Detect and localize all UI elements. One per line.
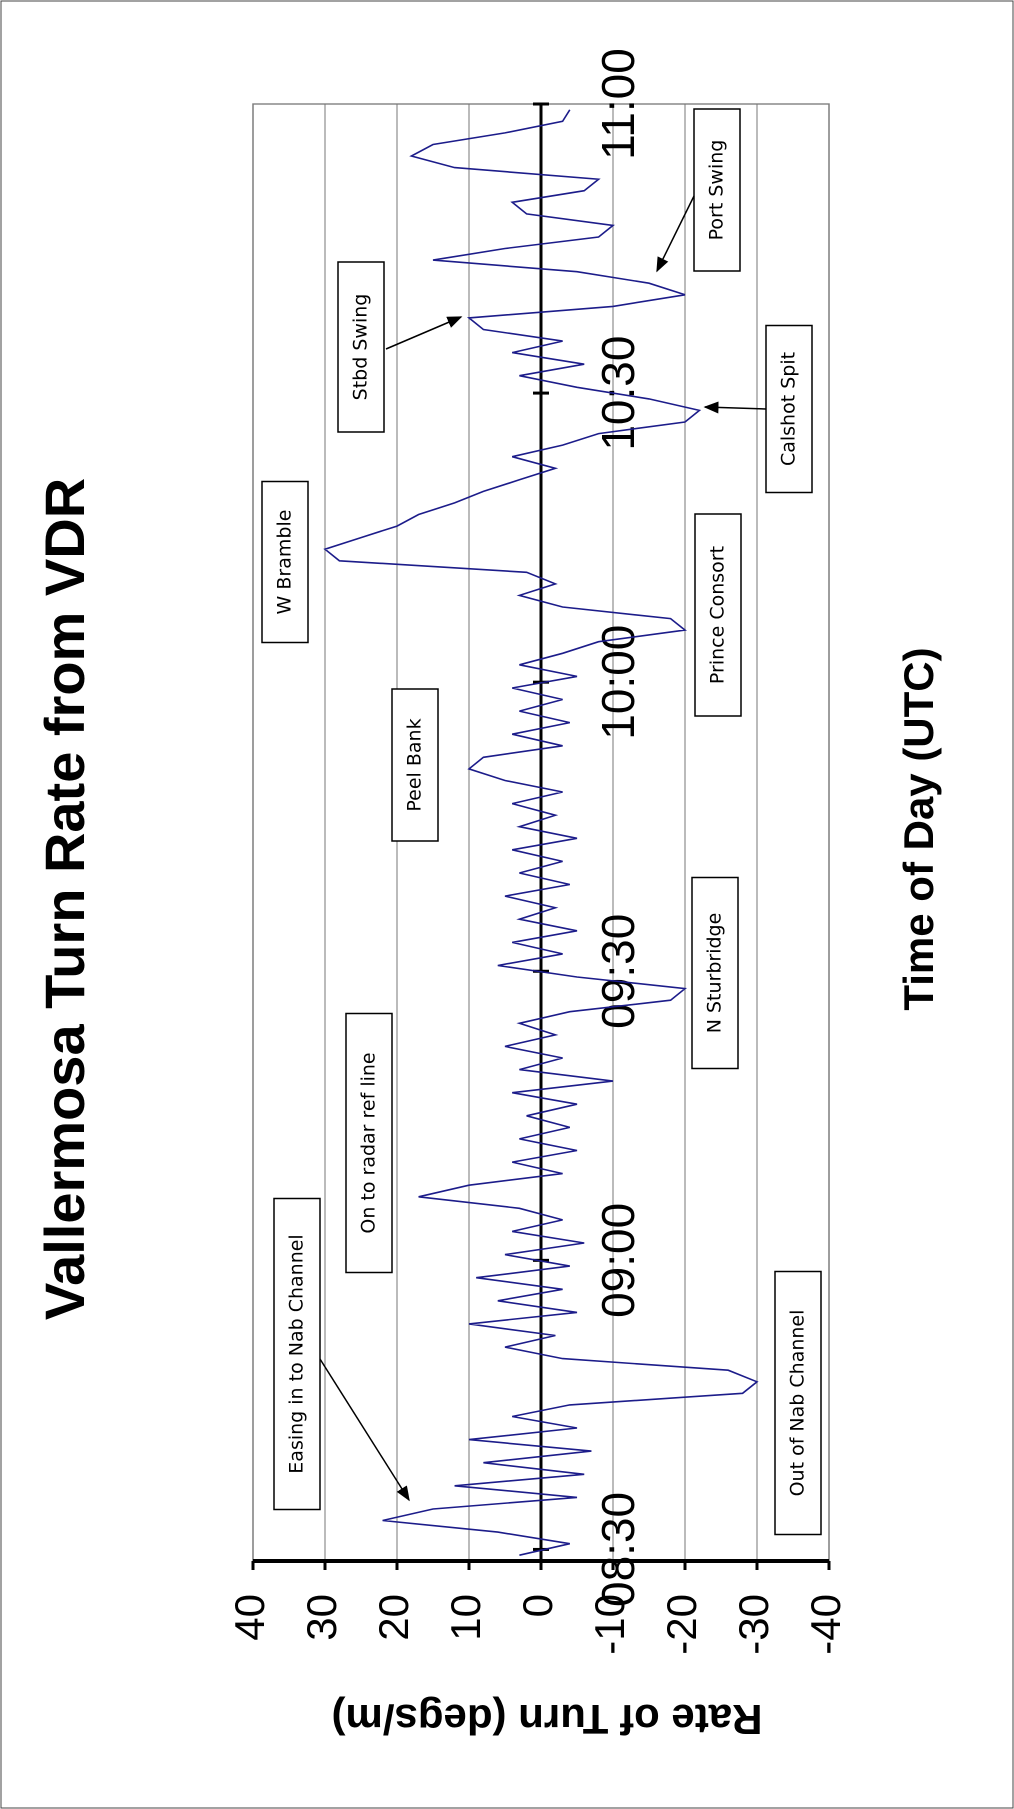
annotation-box: [337, 261, 385, 433]
y-tick-label: -10: [586, 1594, 633, 1655]
y-tick-label: -40: [802, 1594, 849, 1655]
annotation-box: [691, 876, 739, 1070]
annotation-box: [261, 480, 309, 644]
x-tick-label: 08:30: [592, 1492, 644, 1607]
y-tick-label: 30: [298, 1594, 345, 1641]
annotation: N Sturbridge: [704, 913, 726, 1034]
y-tick-label: -30: [730, 1594, 777, 1655]
y-tick-label: 0: [514, 1594, 561, 1617]
x-tick-label: 10:00: [592, 625, 644, 740]
y-tick-label: 40: [226, 1594, 273, 1641]
annotation-arrow: [656, 195, 695, 273]
annotation-arrow: [385, 316, 463, 350]
x-tick-label: 09:00: [592, 1203, 644, 1318]
annotation-box: [391, 688, 439, 842]
x-axis-title: Time of Day (UTC): [895, 647, 942, 1010]
annotation: On to radar ref line: [358, 1052, 380, 1233]
annotation-box: [273, 1197, 321, 1511]
annotation: Calshot Spit: [778, 352, 800, 466]
annotation-box: [774, 1270, 822, 1536]
annotation: Prince Consort: [707, 546, 729, 684]
series-line: [323, 109, 759, 1556]
chart-title: Vallermosa Turn Rate from VDR: [33, 478, 96, 1320]
y-tick-label: -20: [658, 1594, 705, 1655]
annotation: Peel Bank: [404, 718, 426, 811]
annotation-arrow: [703, 401, 767, 414]
annotation-box: [693, 108, 741, 272]
annotation: W Bramble: [274, 510, 296, 615]
rotated-chart: Vallermosa Turn Rate from VDR Time of Da…: [33, 48, 942, 1743]
annotation: Easing in to Nab Channel: [286, 1234, 308, 1473]
annotation: Out of Nab Channel: [787, 1310, 809, 1497]
y-tick-label: 10: [442, 1594, 489, 1641]
annotation-box: [694, 513, 742, 717]
annotation: Stbd Swing: [350, 294, 372, 401]
y-axis-title: Rate of Turn (degs/m): [332, 1696, 763, 1743]
annotation: Port Swing: [706, 140, 728, 241]
x-tick-label: 11:00: [592, 48, 644, 160]
x-tick-label: 09:30: [592, 914, 644, 1029]
y-tick-label: 20: [370, 1594, 417, 1641]
annotation-box: [345, 1012, 393, 1274]
annotation-arrow: [319, 1358, 410, 1502]
